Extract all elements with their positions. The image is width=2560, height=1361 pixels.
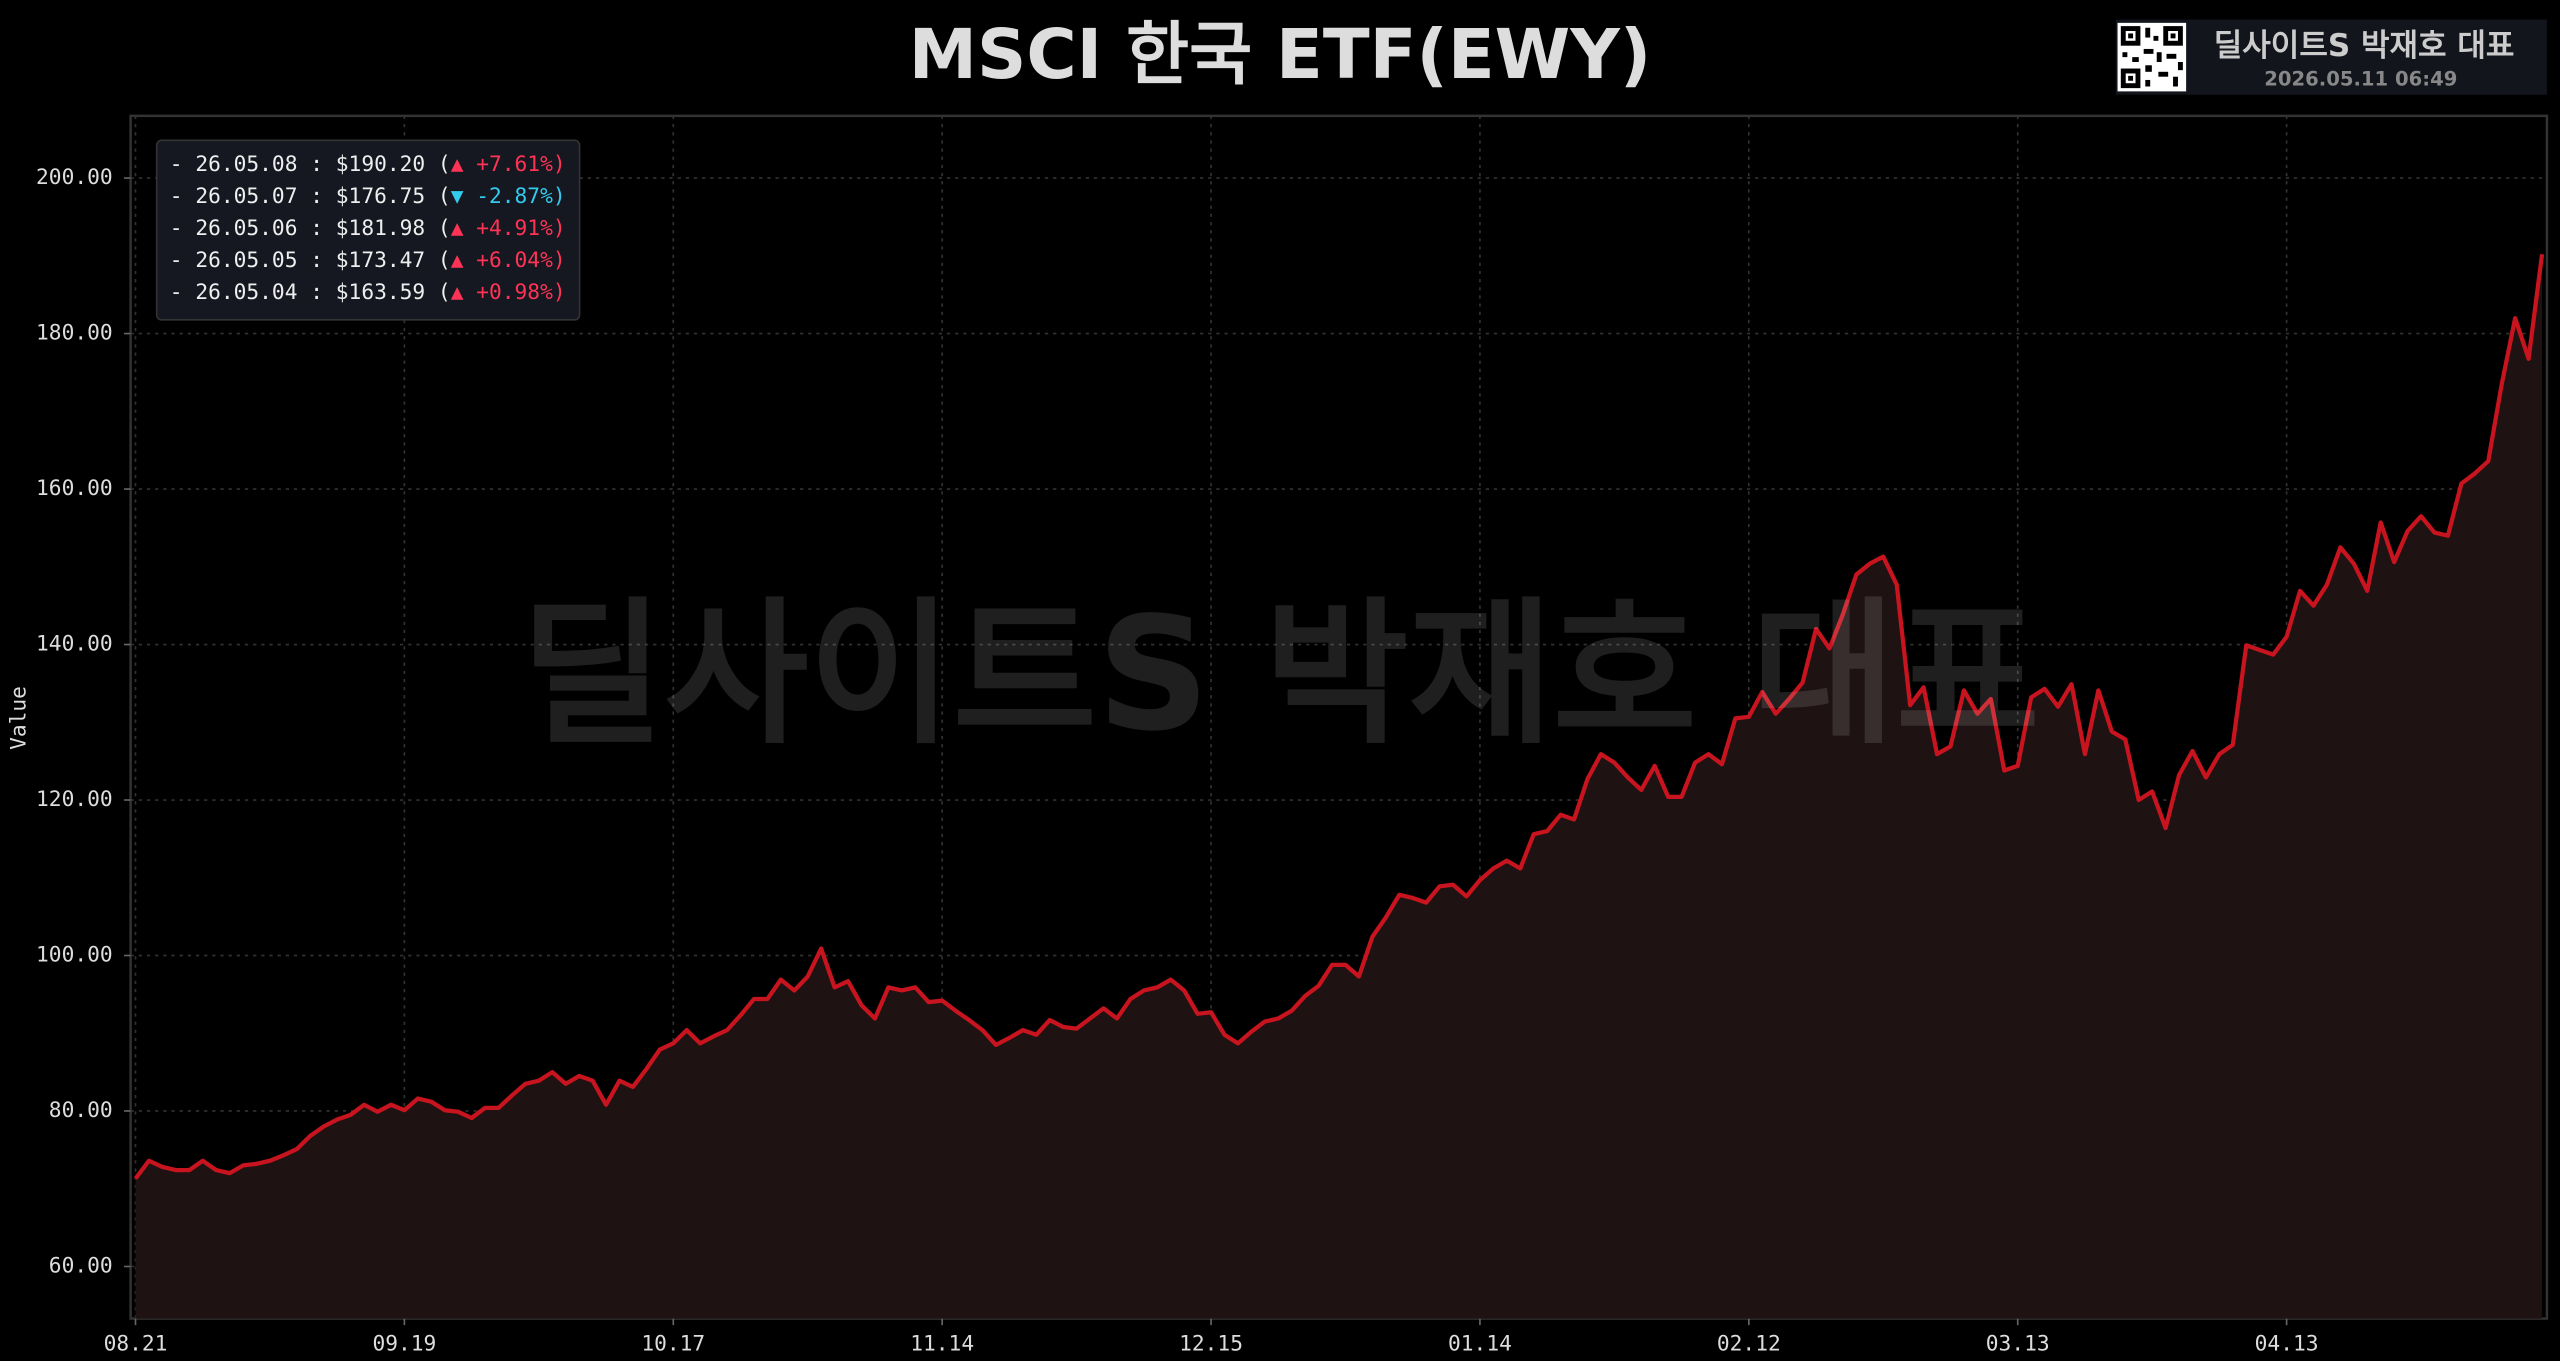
legend-entry: - 26.05.08 : $190.20 (▲ +7.61%) (170, 152, 566, 177)
legend-change: ▲ +6.04%) (451, 248, 566, 273)
legend-text: - 26.05.08 : $190.20 ( (170, 152, 451, 177)
area-fill (135, 254, 2543, 1319)
legend-entry: - 26.05.05 : $173.47 (▲ +6.04%) (170, 248, 566, 273)
chart-title: MSCI 한국 ETF(EWY) (909, 15, 1652, 95)
legend-text: - 26.05.07 : $176.75 ( (170, 184, 451, 209)
y-axis-label: Value (7, 686, 32, 750)
y-tick-label: 200.00 (36, 165, 113, 190)
qr-code (2117, 22, 2187, 92)
x-tick-label: 12.15 (1179, 1332, 1243, 1357)
y-tick-label: 100.00 (36, 943, 113, 968)
y-tick-label: 120.00 (36, 787, 113, 812)
x-tick-label: 10.17 (641, 1332, 705, 1357)
legend-text: - 26.05.05 : $173.47 ( (170, 248, 451, 273)
badge: 딜사이트S 박재호 대표 2026.05.11 06:49 (2115, 19, 2547, 95)
legend-change: ▲ +7.61%) (451, 152, 566, 177)
x-tick-label: 01.14 (1448, 1332, 1512, 1357)
x-tick-label: 03.13 (1986, 1332, 2050, 1357)
y-tick-label: 80.00 (49, 1098, 113, 1123)
legend-entry: - 26.05.04 : $163.59 (▲ +0.98%) (170, 280, 566, 305)
x-tick-label: 02.12 (1717, 1332, 1781, 1357)
y-tick-label: 180.00 (36, 321, 113, 346)
legend-box (155, 139, 581, 321)
legend-change: ▲ +4.91%) (451, 216, 566, 241)
legend-entry: - 26.05.06 : $181.98 (▲ +4.91%) (170, 216, 566, 241)
legend-text: - 26.05.04 : $163.59 ( (170, 280, 451, 305)
marks (133, 253, 2545, 1319)
legend-change: ▲ +0.98%) (451, 280, 566, 305)
legend-entry: - 26.05.07 : $176.75 (▼ -2.87%) (170, 184, 566, 209)
badge-name: 딜사이트S 박재호 대표 (2214, 28, 2515, 64)
x-tick-label: 11.14 (910, 1332, 974, 1357)
x-tick-label: 08.21 (104, 1332, 168, 1357)
legend-change: ▼ -2.87%) (451, 184, 566, 209)
x-tick-label: 09.19 (372, 1332, 436, 1357)
y-tick-label: 140.00 (36, 632, 113, 657)
badge-background (2115, 19, 2547, 95)
badge-timestamp: 2026.05.11 06:49 (2264, 67, 2457, 90)
legend: - 26.05.08 : $190.20 (▲ +7.61%)- 26.05.0… (155, 139, 581, 321)
y-tick-label: 60.00 (49, 1253, 113, 1278)
y-tick-label: 160.00 (36, 476, 113, 501)
legend-text: - 26.05.06 : $181.98 ( (170, 216, 451, 241)
watermark: 딜사이트S 박재호 대표 (520, 583, 2040, 765)
x-tick-label: 04.13 (2255, 1332, 2319, 1357)
price-line (133, 253, 2545, 1180)
plot-frame (129, 114, 2549, 1320)
